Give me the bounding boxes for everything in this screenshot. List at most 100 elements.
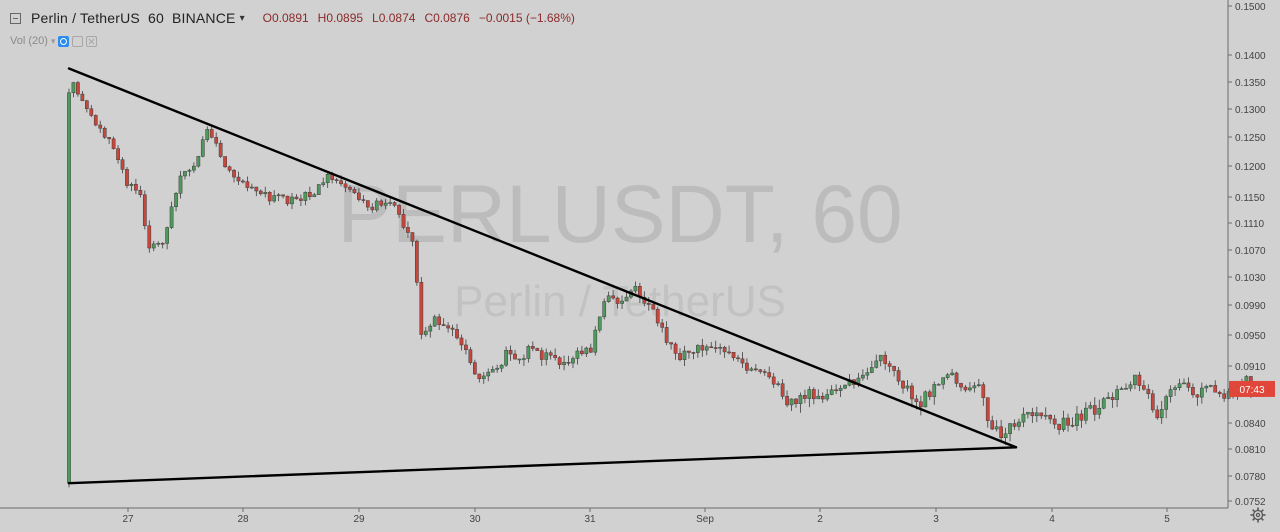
price-tick-label: 0.1300 [1235, 105, 1266, 116]
candles-layer [67, 80, 1253, 488]
candle-up [432, 316, 437, 327]
candle-down [539, 350, 544, 360]
candle-down [1142, 385, 1146, 390]
price-tick-label: 0.1500 [1235, 2, 1266, 13]
candle-down [1048, 414, 1053, 420]
candle-up [423, 330, 428, 335]
candle-up [602, 301, 607, 318]
descending-trendline[interactable] [67, 67, 1018, 449]
candle-up [486, 371, 491, 377]
ascending-trendline[interactable] [67, 446, 1018, 485]
candle-up [276, 194, 281, 197]
price-tick-label: 0.0990 [1235, 301, 1266, 312]
candle-up [428, 325, 433, 332]
candle-up [816, 395, 821, 400]
candle-down [76, 82, 80, 95]
interval[interactable]: 60 [147, 10, 164, 26]
candle-down [820, 395, 825, 400]
candle-down [513, 353, 517, 360]
time-axis[interactable]: 27 28 29 30 31 Sep 2 3 4 5 [0, 507, 1228, 525]
candle-up [1168, 389, 1173, 397]
candle-up [383, 202, 388, 206]
candle-down [267, 192, 272, 202]
price-tick-label: 0.0910 [1235, 362, 1266, 373]
candle-down [107, 137, 111, 140]
candle-down [615, 297, 620, 304]
candle-up [620, 300, 624, 304]
candle-down [102, 127, 107, 138]
candle-down [548, 352, 553, 356]
candle-down [1066, 417, 1070, 426]
candle-down [1222, 393, 1226, 399]
price-axis[interactable]: 0.1500 0.1400 0.1350 0.1300 0.1250 0.1200 0.11… [1227, 0, 1266, 508]
candle-up [936, 384, 941, 386]
candle-up [633, 286, 638, 292]
candle-down [80, 93, 85, 101]
eye-icon[interactable] [58, 35, 70, 47]
candle-down [731, 352, 736, 359]
candle-down [125, 169, 129, 186]
candle-up [798, 395, 803, 405]
candle-down [700, 345, 705, 351]
candle-down [990, 420, 995, 430]
candle-down [767, 372, 772, 378]
candle-up [504, 349, 508, 366]
candle-down [1057, 423, 1061, 430]
candle-down [446, 325, 450, 329]
volume-indicator-legend[interactable]: Vol (20) ▾ [10, 33, 98, 49]
candle-down [771, 376, 776, 385]
candle-down [370, 206, 375, 211]
candle-down [459, 337, 464, 346]
candle-up [865, 372, 870, 376]
collapse-icon[interactable] [10, 12, 21, 24]
candle-up [495, 367, 500, 370]
candle-up [1173, 387, 1177, 390]
candle-down [401, 214, 406, 228]
price-tick-label: 0.1110 [1235, 219, 1265, 230]
candle-up [994, 426, 999, 430]
open-value: O0.0891 [262, 11, 309, 25]
candle-up [861, 374, 865, 379]
candle-up [838, 387, 843, 391]
candle-up [1159, 409, 1164, 419]
candle-down [1039, 412, 1044, 417]
candle-down [134, 184, 138, 191]
trendlines-layer[interactable] [67, 67, 1018, 485]
candle-down [218, 142, 223, 157]
symbol-name[interactable]: Perlin / TetherUS [31, 10, 140, 26]
candle-down [397, 205, 401, 215]
candle-down [209, 129, 214, 138]
high-value: H0.0895 [317, 11, 364, 25]
candle-down [1030, 412, 1035, 417]
candle-up [1034, 412, 1039, 417]
candle-down [588, 347, 593, 353]
candle-up [878, 354, 883, 362]
volume-label: Vol (20) [10, 35, 48, 47]
candle-down [1186, 382, 1191, 388]
candle-up [174, 193, 178, 208]
candle-up [1075, 413, 1079, 426]
candle-up [178, 175, 183, 194]
last-price-text: 07:43 [1239, 385, 1264, 396]
candle-down [927, 391, 932, 397]
candle-down [415, 240, 419, 283]
gear-icon[interactable] [72, 35, 84, 47]
candle-up [1204, 386, 1209, 389]
candle-down [111, 138, 116, 149]
candle-down [348, 187, 352, 190]
chevron-down-icon[interactable]: ▾ [50, 35, 56, 46]
candle-down [999, 426, 1003, 438]
chevron-down-icon[interactable]: ▾ [239, 12, 245, 24]
candle-down [508, 349, 513, 355]
candle-down [227, 166, 232, 171]
candle-down [281, 194, 285, 197]
candle-down [892, 366, 896, 371]
close-icon[interactable] [86, 35, 98, 47]
settings-gear-icon[interactable] [1250, 507, 1266, 523]
time-tick-label: 3 [933, 514, 939, 525]
candle-down [780, 383, 785, 397]
candle-down [611, 295, 615, 299]
candle-up [1124, 388, 1128, 390]
